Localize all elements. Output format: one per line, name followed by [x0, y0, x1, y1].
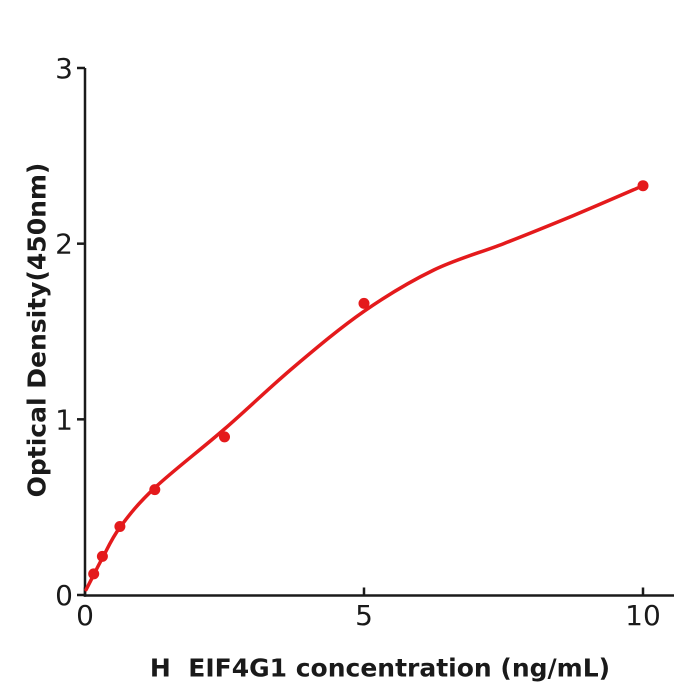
x-axis-title: H EIF4G1 concentration (ng/mL): [149, 653, 611, 683]
data-point: [149, 484, 161, 496]
data-point: [219, 431, 230, 443]
data-point: [96, 550, 108, 562]
x-tick-label: 0: [76, 599, 94, 632]
data-point: [358, 297, 370, 309]
data-point: [88, 568, 100, 580]
y-tick-label: 0: [55, 579, 73, 612]
y-tick-label: 2: [55, 228, 73, 261]
y-axis-title: Optical Density(450nm): [22, 162, 52, 498]
data-point: [637, 180, 649, 192]
x-tick-label: 10: [625, 599, 661, 632]
y-tick-label: 1: [55, 403, 73, 436]
data-point: [114, 521, 126, 532]
x-tick-label: 5: [355, 599, 373, 632]
fit-curve: [84, 183, 645, 592]
y-tick-label: 3: [55, 52, 73, 85]
